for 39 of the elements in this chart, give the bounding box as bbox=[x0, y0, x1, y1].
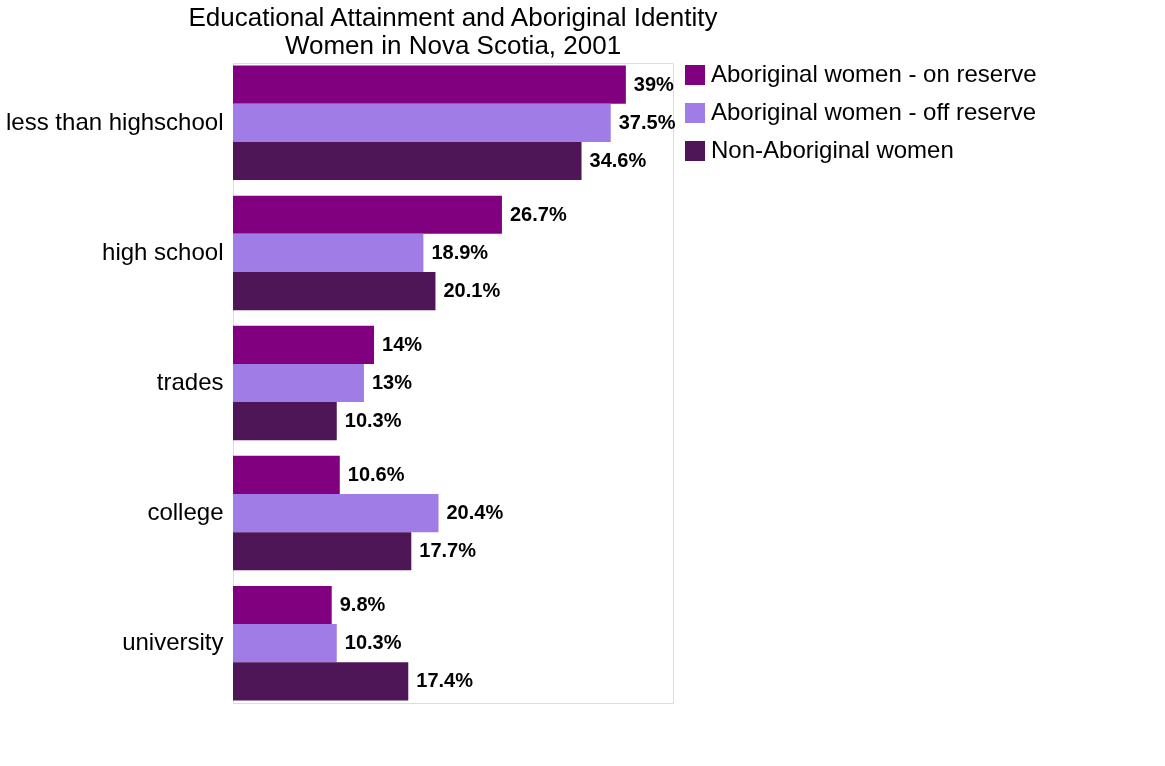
data-label: 37.5% bbox=[618, 110, 676, 133]
data-label: 10.3% bbox=[344, 631, 402, 654]
bar bbox=[233, 363, 364, 403]
data-label: 9.8% bbox=[339, 593, 386, 616]
legend-label: Non-Aboriginal women bbox=[711, 136, 954, 163]
bar bbox=[233, 532, 412, 571]
bar bbox=[233, 494, 439, 533]
bar bbox=[233, 585, 332, 625]
bar bbox=[233, 455, 340, 494]
bar bbox=[233, 272, 436, 311]
data-label: 10.6% bbox=[347, 462, 405, 485]
y-tick-label: college bbox=[147, 498, 224, 526]
y-tick-label: high school bbox=[102, 237, 224, 265]
y-tick-label: less than highschool bbox=[6, 107, 224, 135]
bar bbox=[233, 325, 375, 364]
bar bbox=[233, 141, 582, 181]
bar bbox=[233, 662, 409, 701]
data-label: 26.7% bbox=[509, 202, 567, 225]
data-label: 14% bbox=[382, 332, 423, 355]
legend-label: Aboriginal women - on reserve bbox=[711, 60, 1037, 87]
data-label: 10.3% bbox=[344, 409, 402, 432]
data-label: 34.6% bbox=[589, 148, 647, 171]
data-label: 17.7% bbox=[419, 539, 477, 562]
bar bbox=[233, 103, 611, 142]
legend-label: Aboriginal women - off reserve bbox=[711, 98, 1037, 125]
data-label: 13% bbox=[371, 371, 413, 393]
data-label: 39% bbox=[633, 72, 675, 95]
data-label: 20.1% bbox=[443, 279, 501, 302]
bar bbox=[233, 233, 424, 272]
data-label: 17.4% bbox=[416, 669, 474, 692]
data-label: 20.4% bbox=[446, 501, 504, 524]
y-tick-label: university bbox=[122, 628, 224, 656]
bar bbox=[233, 402, 337, 441]
bar bbox=[233, 624, 337, 663]
data-label: 18.9% bbox=[431, 240, 489, 263]
y-tick-label: trades bbox=[156, 368, 224, 395]
bar bbox=[233, 195, 502, 234]
chart-title: Educational Attainment and Aboriginal Identity Women in Nova Scotia, 2001 bbox=[188, 2, 718, 60]
bar bbox=[233, 65, 626, 104]
